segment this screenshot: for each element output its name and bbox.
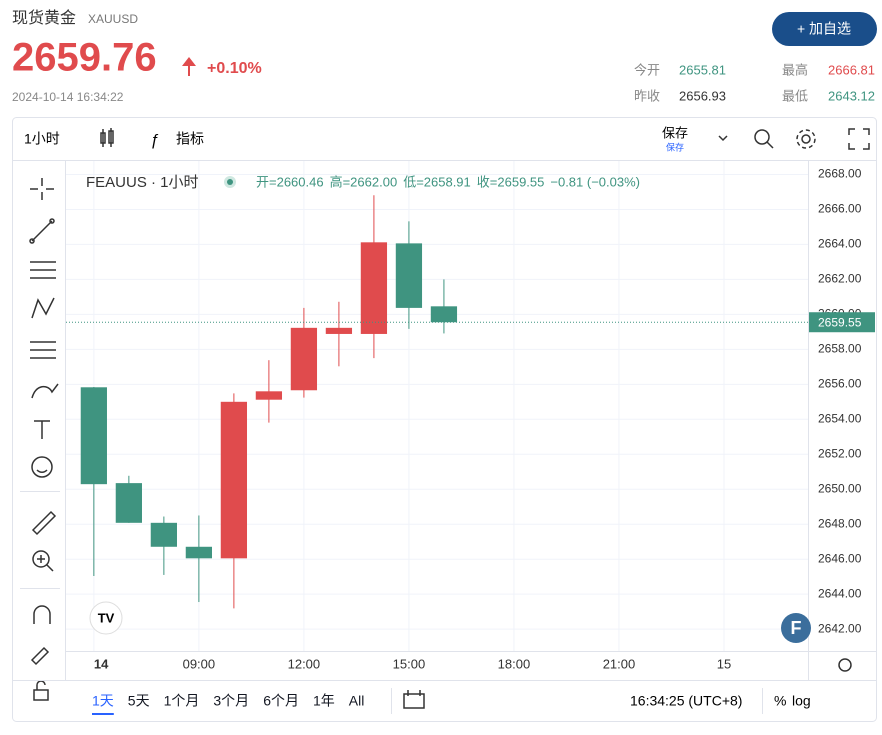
alert-icon[interactable] <box>754 129 774 149</box>
settings-icon[interactable] <box>796 129 816 149</box>
y-tick-label: 2662.00 <box>818 272 862 286</box>
stat-label: 最低 <box>782 88 808 103</box>
up-arrow <box>182 57 196 76</box>
change: +0.10% <box>207 60 262 77</box>
x-tick-label: 15:00 <box>393 656 426 671</box>
y-tick-label: 2664.00 <box>818 237 862 251</box>
legend-value: 高=2662.00 <box>330 174 398 189</box>
x-tick-label: 14 <box>94 656 109 671</box>
y-tick-label: 2658.00 <box>818 342 862 356</box>
tv-logo-mark: TV <box>98 610 115 625</box>
f-badge-mark: F <box>791 618 802 638</box>
save-dropdown[interactable] <box>718 135 728 142</box>
stat-value: 2666.81 <box>828 62 875 77</box>
y-tick-label: 2668.00 <box>818 167 862 181</box>
symbol: XAUUSD <box>88 12 138 26</box>
y-tick-label: 2642.00 <box>818 621 862 635</box>
clock: 16:34:25 (UTC+8) <box>630 693 742 709</box>
y-tick-label: 2666.00 <box>818 202 862 216</box>
legend-name: FEAUUS · 1小时 <box>86 174 199 191</box>
candle-body <box>80 387 107 485</box>
last-price-tag <box>809 312 875 333</box>
x-tick-label: 18:00 <box>498 656 531 671</box>
legend-value: −0.81 (−0.03%) <box>550 174 640 189</box>
y-tick-label: 2650.00 <box>818 481 862 495</box>
range-button[interactable]: 1年 <box>313 693 335 709</box>
last-price-label: 2659.55 <box>818 315 862 329</box>
stat-value: 2643.12 <box>828 88 875 103</box>
add-watchlist-button[interactable] <box>772 12 877 46</box>
tv-logo[interactable] <box>89 601 123 635</box>
candle-icon[interactable] <box>100 128 114 147</box>
y-tick-label: 2656.00 <box>818 376 862 390</box>
log-toggle[interactable]: log <box>792 693 811 709</box>
stat-value: 2655.81 <box>679 62 726 77</box>
candle-body <box>395 243 423 308</box>
candle-body <box>290 327 318 391</box>
drawing-tools[interactable] <box>29 218 59 701</box>
price: 2659.76 <box>12 36 157 80</box>
y-tick-label: 2648.00 <box>818 516 862 530</box>
range-button[interactable]: 6个月 <box>263 693 299 709</box>
crosshair-tool[interactable] <box>30 178 54 200</box>
axis-settings[interactable] <box>838 658 852 672</box>
x-tick-label: 15 <box>717 656 731 671</box>
stat-label: 最高 <box>782 62 808 77</box>
y-tick-label: 2654.00 <box>818 411 862 425</box>
f-badge <box>781 613 811 643</box>
range-button[interactable]: 5天 <box>128 693 150 709</box>
stat-value: 2656.93 <box>679 88 726 103</box>
plot: 2642.00 2644.00 2646.00 2648.00 2650.00 2652.… <box>66 161 875 671</box>
indicators-button[interactable]: 指标 <box>176 131 204 147</box>
candle-body <box>150 522 177 547</box>
fx-icon[interactable]: ƒ <box>150 132 159 149</box>
timestamp: 2024-10-14 16:34:22 <box>12 90 124 104</box>
stat-label: 今开 <box>634 62 660 77</box>
date-range-icon[interactable] <box>403 690 425 709</box>
y-tick-label: 2644.00 <box>818 586 862 600</box>
stat-label: 昨收 <box>634 88 660 103</box>
y-tick-label: 2646.00 <box>818 551 862 565</box>
candle-body <box>360 242 388 334</box>
save-sub: 保存 <box>666 141 684 152</box>
range-button[interactable]: 3个月 <box>213 693 249 709</box>
save-button[interactable]: 保存 <box>662 125 688 140</box>
range-button[interactable]: 1天 <box>92 693 114 709</box>
fullscreen-icon[interactable] <box>848 128 870 150</box>
legend-value: 低=2658.91 <box>403 174 471 189</box>
x-tick-label: 09:00 <box>183 656 216 671</box>
range-button[interactable]: All <box>349 693 365 709</box>
candle-body <box>115 483 142 523</box>
range-button[interactable]: 1个月 <box>164 693 200 709</box>
candle-body <box>220 401 248 559</box>
percent-toggle[interactable]: % <box>774 693 786 709</box>
y-tick-label: 2652.00 <box>818 446 862 460</box>
candle-body <box>185 546 213 559</box>
legend-status-dot <box>227 179 233 185</box>
add-watchlist-label[interactable]: + 加自选 <box>797 21 851 37</box>
widget-frame <box>12 117 877 722</box>
title: 现货黄金 <box>12 9 76 27</box>
legend-value: 开=2660.46 <box>256 174 324 189</box>
candle-body <box>430 306 458 323</box>
candle-body <box>255 391 283 400</box>
x-tick-label: 12:00 <box>288 656 321 671</box>
legend-value: 收=2659.55 <box>477 174 545 189</box>
interval-button[interactable]: 1小时 <box>24 131 60 147</box>
x-tick-label: 21:00 <box>603 656 636 671</box>
candle-body <box>325 327 353 334</box>
